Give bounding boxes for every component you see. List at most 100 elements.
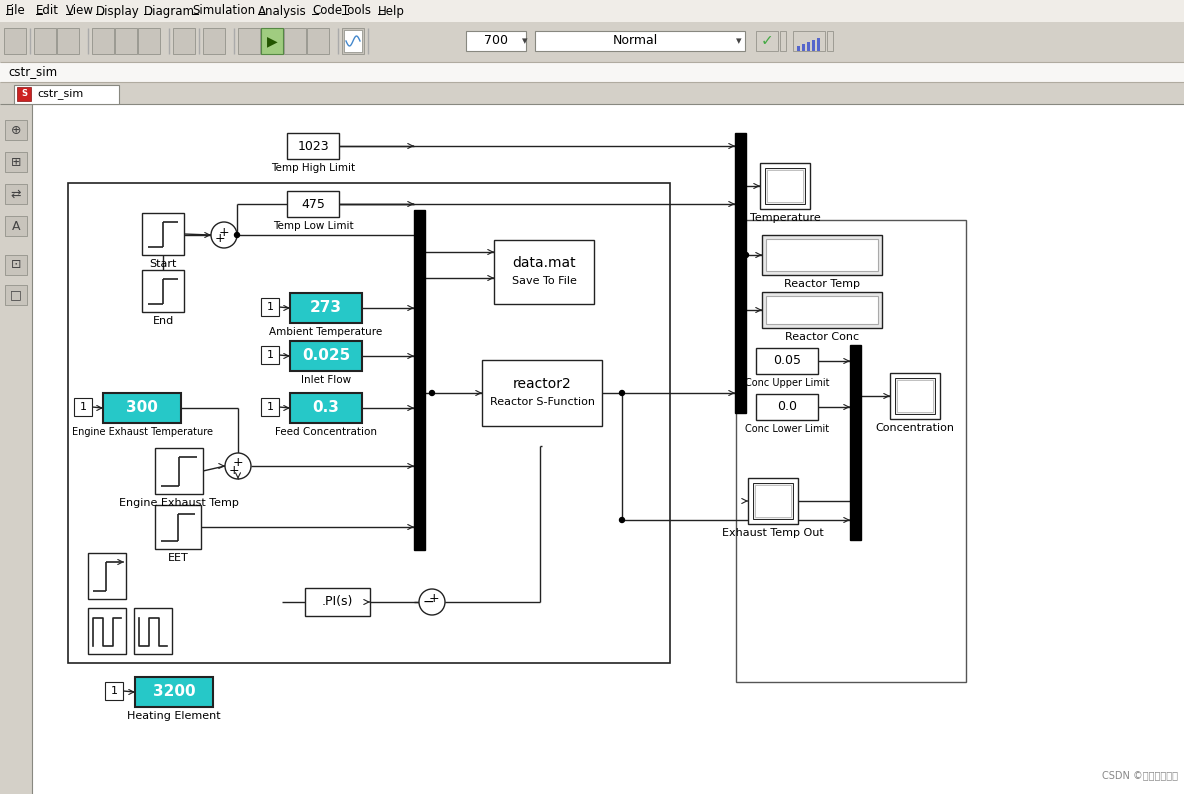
Bar xyxy=(67,183,670,663)
Text: +: + xyxy=(214,233,225,245)
Text: Reactor Conc: Reactor Conc xyxy=(785,332,860,342)
Text: Edit: Edit xyxy=(36,5,59,17)
Bar xyxy=(142,270,184,312)
Bar xyxy=(757,348,818,374)
Bar xyxy=(73,398,92,416)
Bar xyxy=(762,292,882,328)
Bar xyxy=(115,28,137,54)
Text: □: □ xyxy=(11,288,21,302)
Bar xyxy=(155,505,201,549)
Text: File: File xyxy=(6,5,26,17)
Bar xyxy=(5,255,27,275)
Text: Start: Start xyxy=(149,259,176,269)
Circle shape xyxy=(430,391,435,395)
Bar xyxy=(494,240,594,304)
Text: 3200: 3200 xyxy=(153,684,195,700)
Text: ✓: ✓ xyxy=(760,33,773,48)
Circle shape xyxy=(234,233,239,237)
Text: ⇄: ⇄ xyxy=(11,187,21,201)
Circle shape xyxy=(419,589,445,615)
Text: Reactor Temp: Reactor Temp xyxy=(784,279,860,289)
Bar xyxy=(173,28,195,54)
Bar xyxy=(260,398,279,416)
Text: data.mat: data.mat xyxy=(513,256,575,270)
Text: ▾: ▾ xyxy=(736,36,742,46)
Bar xyxy=(802,44,805,51)
Text: 700: 700 xyxy=(484,34,508,48)
Text: 0.0: 0.0 xyxy=(777,400,797,414)
Text: 300: 300 xyxy=(126,400,157,415)
Bar xyxy=(897,380,933,412)
Bar xyxy=(748,478,798,524)
Bar xyxy=(895,378,935,414)
Bar xyxy=(736,220,966,682)
Bar xyxy=(284,28,305,54)
Text: cstr_sim: cstr_sim xyxy=(37,89,83,99)
Text: .PI(s): .PI(s) xyxy=(322,596,353,608)
Bar xyxy=(142,213,184,255)
Bar xyxy=(5,216,27,236)
Bar xyxy=(34,28,56,54)
Text: Normal: Normal xyxy=(612,34,657,48)
Circle shape xyxy=(619,518,624,522)
Text: Engine Exhaust Temperature: Engine Exhaust Temperature xyxy=(71,427,212,437)
Bar xyxy=(202,28,225,54)
Bar xyxy=(482,360,601,426)
Bar xyxy=(0,104,32,794)
Bar xyxy=(0,82,1184,104)
Text: Code: Code xyxy=(313,5,342,17)
Text: ⊞: ⊞ xyxy=(11,156,21,168)
Bar xyxy=(139,28,160,54)
Bar xyxy=(290,341,362,371)
Bar xyxy=(812,40,815,51)
Bar xyxy=(57,28,79,54)
Text: Diagram: Diagram xyxy=(144,5,195,17)
Circle shape xyxy=(619,391,624,395)
Bar xyxy=(765,168,805,204)
Bar xyxy=(797,46,800,51)
Text: Engine Exhaust Temp: Engine Exhaust Temp xyxy=(120,498,239,508)
Bar xyxy=(766,239,879,271)
Bar xyxy=(535,31,745,51)
Bar xyxy=(134,608,172,654)
Bar xyxy=(760,163,810,209)
Bar xyxy=(135,677,213,707)
Bar xyxy=(4,28,26,54)
Bar xyxy=(0,62,1184,82)
Bar xyxy=(238,28,260,54)
Text: 1: 1 xyxy=(110,686,117,696)
Text: 1: 1 xyxy=(79,402,86,412)
Text: 0.025: 0.025 xyxy=(302,349,350,364)
Text: 0.3: 0.3 xyxy=(313,400,340,415)
Bar xyxy=(5,285,27,305)
Bar xyxy=(0,0,1184,22)
Text: Display: Display xyxy=(96,5,140,17)
Text: Help: Help xyxy=(378,5,405,17)
Text: Temperature: Temperature xyxy=(749,213,821,223)
Bar xyxy=(807,42,810,51)
Text: reactor2: reactor2 xyxy=(513,377,572,391)
Text: Conc Upper Limit: Conc Upper Limit xyxy=(745,378,829,388)
Text: Inlet Flow: Inlet Flow xyxy=(301,375,352,385)
Bar xyxy=(32,104,1184,794)
Circle shape xyxy=(211,222,237,248)
Text: +: + xyxy=(429,592,439,604)
Bar xyxy=(826,31,834,51)
Bar xyxy=(14,85,120,104)
Text: 1: 1 xyxy=(266,350,274,360)
Bar xyxy=(260,298,279,316)
Text: Tools: Tools xyxy=(342,5,371,17)
Text: Heating Element: Heating Element xyxy=(127,711,220,721)
Text: Simulation: Simulation xyxy=(192,5,255,17)
Text: Feed Concentration: Feed Concentration xyxy=(275,427,377,437)
Bar xyxy=(850,345,861,540)
Text: cstr_sim: cstr_sim xyxy=(8,65,57,79)
Bar xyxy=(155,448,202,494)
Bar xyxy=(5,184,27,204)
Bar xyxy=(92,28,114,54)
Text: 1: 1 xyxy=(266,402,274,412)
Text: A: A xyxy=(12,219,20,233)
Text: Conc Lower Limit: Conc Lower Limit xyxy=(745,424,829,434)
Bar xyxy=(88,553,126,599)
Bar xyxy=(287,191,339,217)
